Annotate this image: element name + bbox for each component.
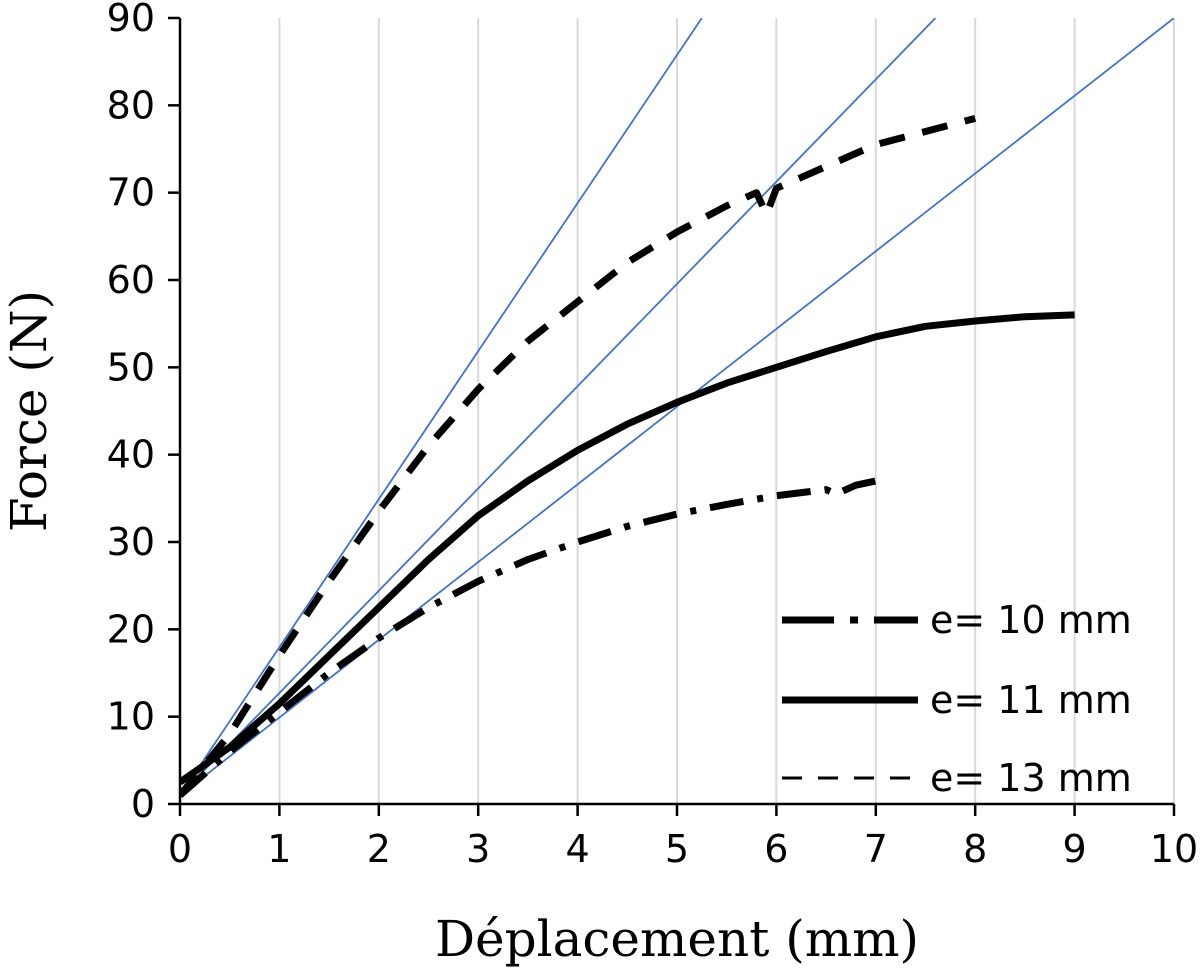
axes: [168, 16, 1176, 816]
y-tick-label: 90: [107, 0, 155, 40]
reference-line-1: [180, 18, 703, 796]
series-lines: [180, 115, 1075, 798]
y-tick-label: 60: [107, 258, 155, 302]
legend-label-1: e= 10 mm: [930, 598, 1132, 642]
series-line-1: [180, 477, 877, 798]
x-tick-label: 2: [367, 827, 391, 871]
y-tick-label: 80: [107, 83, 155, 127]
x-tick-label: 5: [665, 827, 689, 871]
grid: [278, 18, 1175, 804]
legend-label-3: e= 13 mm: [930, 756, 1132, 800]
x-tick-label: 0: [168, 827, 192, 871]
x-tick-label: 4: [566, 827, 590, 871]
reference-lines: [180, 18, 1174, 796]
y-tick-label: 30: [107, 520, 155, 564]
x-tick-label: 8: [963, 827, 987, 871]
y-tick-label: 10: [107, 695, 155, 739]
reference-line-3: [180, 18, 1174, 796]
x-tick-label: 1: [267, 827, 291, 871]
x-tick-label: 9: [1063, 827, 1087, 871]
series-line-2: [180, 311, 1075, 786]
x-tick-labels: 0 1 2 3 4 5 6 7 8 9 10: [168, 827, 1198, 871]
x-tick-label: 10: [1150, 827, 1198, 871]
y-tick-label: 0: [131, 782, 155, 826]
y-tick-label: 70: [107, 171, 155, 215]
x-tick-label: 3: [466, 827, 490, 871]
legend-label-2: e= 11 mm: [930, 678, 1132, 722]
x-axis-title: Déplacement (mm): [435, 910, 919, 968]
y-tick-label: 50: [107, 345, 155, 389]
y-axis-title: Force (N): [0, 290, 58, 532]
legend: e= 10 mm e= 11 mm e= 13 mm: [782, 598, 1132, 800]
y-tick-label: 40: [107, 433, 155, 477]
y-tick-labels: 0 10 20 30 40 50 60 70 80 90: [107, 0, 155, 826]
x-tick-label: 6: [764, 827, 788, 871]
y-tick-label: 20: [107, 607, 155, 651]
x-tick-label: 7: [864, 827, 888, 871]
reference-line-2: [180, 18, 937, 796]
